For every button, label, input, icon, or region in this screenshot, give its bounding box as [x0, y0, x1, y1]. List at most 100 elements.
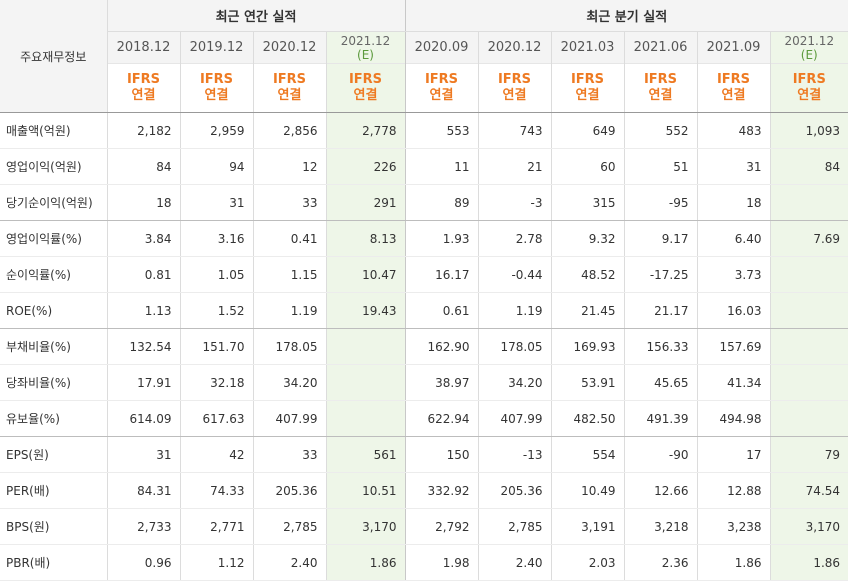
table-cell: 6.40 — [696, 220, 770, 257]
consolidated-label: 연결 — [575, 88, 600, 103]
table-cell: 407.99 — [252, 400, 326, 437]
table-cell: 1.12 — [179, 544, 253, 581]
ifrs-badge: IFRS 연결 — [106, 63, 180, 113]
table-cell: 156.33 — [623, 328, 697, 365]
period-label: 2020.12 — [262, 39, 317, 55]
table-cell: 1.15 — [252, 256, 326, 293]
consolidated-label: 연결 — [204, 88, 229, 103]
quarterly-group-header: 최근 분기 실적 — [404, 0, 848, 32]
table-row: PBR(배) 0.96 1.12 2.40 1.86 1.98 2.40 2.03 2.36 1.… — [0, 544, 848, 581]
table-cell: 649 — [550, 112, 624, 149]
table-cell: 41.34 — [696, 364, 770, 401]
table-cell: 743 — [477, 112, 551, 149]
table-cell: 12 — [252, 148, 326, 185]
period-header: 2020.09 — [404, 31, 478, 64]
table-cell: 84 — [106, 148, 180, 185]
table-cell: 178.05 — [477, 328, 551, 365]
ifrs-badge: IFRS 연결 — [325, 63, 405, 113]
consolidated-label: 연결 — [277, 88, 302, 103]
table-cell: 31 — [179, 184, 253, 221]
table-cell: 12.66 — [623, 472, 697, 509]
period-label: 2021.03 — [560, 39, 615, 55]
table-row: ROE(%) 1.13 1.52 1.19 19.43 0.61 1.19 21.45 21.1… — [0, 292, 848, 329]
table-row: 당좌비율(%) 17.91 32.18 34.20 38.97 34.20 53.91 45.… — [0, 364, 848, 401]
period-label: 2021.06 — [633, 39, 688, 55]
table-cell: 0.96 — [106, 544, 180, 581]
ifrs-badge: IFRS 연결 — [252, 63, 326, 113]
table-cell: 3.73 — [696, 256, 770, 293]
table-cell — [325, 328, 405, 365]
table-cell: 18 — [106, 184, 180, 221]
estimate-mark: (E) — [357, 47, 374, 62]
table-cell: 2,182 — [106, 112, 180, 149]
ifrs-label: IFRS — [126, 72, 161, 87]
period-label: 2021.12 — [340, 33, 391, 48]
period-label: 2019.12 — [189, 39, 244, 55]
row-label: 순이익률(%) — [0, 256, 107, 293]
ifrs-badge: IFRS 연결 — [404, 63, 478, 113]
ifrs-label: IFRS — [199, 72, 234, 87]
period-label: 2021.12 — [784, 33, 835, 48]
table-cell: 482.50 — [550, 400, 624, 437]
ifrs-label: IFRS — [497, 72, 532, 87]
ifrs-label: IFRS — [792, 72, 826, 87]
table-cell: 10.51 — [325, 472, 405, 509]
ifrs-badge: IFRS 연결 — [179, 63, 253, 113]
table-cell: 169.93 — [550, 328, 624, 365]
ifrs-badge: IFRS 연결 — [550, 63, 624, 113]
table-cell: 622.94 — [404, 400, 478, 437]
table-row: 부채비율(%) 132.54 151.70 178.05 162.90 178.05 169… — [0, 328, 848, 365]
table-cell: 1.93 — [404, 220, 478, 257]
table-cell: 2.36 — [623, 544, 697, 581]
table-cell: 21.45 — [550, 292, 624, 329]
period-header: 2021.03 — [550, 31, 624, 64]
table-cell: 2.40 — [252, 544, 326, 581]
table-cell: 9.32 — [550, 220, 624, 257]
table-cell: 552 — [623, 112, 697, 149]
consolidated-label: 연결 — [797, 88, 822, 103]
table-cell — [769, 292, 848, 329]
table-cell: 2.03 — [550, 544, 624, 581]
table-cell: 132.54 — [106, 328, 180, 365]
table-cell: 1.98 — [404, 544, 478, 581]
table-row: 유보율(%) 614.09 617.63 407.99 622.94 407.99 482.… — [0, 400, 848, 437]
row-label: PER(배) — [0, 472, 107, 509]
consolidated-label: 연결 — [721, 88, 746, 103]
ifrs-badge: IFRS 연결 — [477, 63, 551, 113]
table-cell: 617.63 — [179, 400, 253, 437]
ifrs-badge: IFRS 연결 — [623, 63, 697, 113]
row-label: 매출액(억원) — [0, 112, 107, 149]
table-cell: -0.44 — [477, 256, 551, 293]
table-row: BPS(원) 2,733 2,771 2,785 3,170 2,792 2,785 3,19… — [0, 508, 848, 545]
row-label: BPS(원) — [0, 508, 107, 545]
table-cell: 1.13 — [106, 292, 180, 329]
row-label: 유보율(%) — [0, 400, 107, 437]
row-label: EPS(원) — [0, 436, 107, 473]
table-row: 당기순이익(억원) 18 31 33 291 89 -3 315 -95 18 — [0, 184, 848, 221]
period-label: 2020.09 — [414, 39, 469, 55]
table-cell: 554 — [550, 436, 624, 473]
ifrs-label: IFRS — [348, 72, 383, 87]
table-row: PER(배) 84.31 74.33 205.36 10.51 332.92 205.36 1… — [0, 472, 848, 509]
period-header: 2020.12 — [252, 31, 326, 64]
table-cell: 2,959 — [179, 112, 253, 149]
ifrs-label: IFRS — [570, 72, 605, 87]
consolidated-label: 연결 — [648, 88, 673, 103]
period-label: 2020.12 — [487, 39, 542, 55]
table-cell: 0.61 — [404, 292, 478, 329]
table-cell: 21 — [477, 148, 551, 185]
table-cell: 151.70 — [179, 328, 253, 365]
table-cell: -17.25 — [623, 256, 697, 293]
period-label: 2018.12 — [116, 39, 171, 55]
table-cell: 2.78 — [477, 220, 551, 257]
table-cell: 2.40 — [477, 544, 551, 581]
table-cell: 19.43 — [325, 292, 405, 329]
period-header: 2019.12 — [179, 31, 253, 64]
row-label: 부채비율(%) — [0, 328, 107, 365]
table-cell: 3,238 — [696, 508, 770, 545]
table-cell: 1,093 — [769, 112, 848, 149]
table-cell: 89 — [404, 184, 478, 221]
table-cell: 2,733 — [106, 508, 180, 545]
period-header: 2020.12 — [477, 31, 551, 64]
